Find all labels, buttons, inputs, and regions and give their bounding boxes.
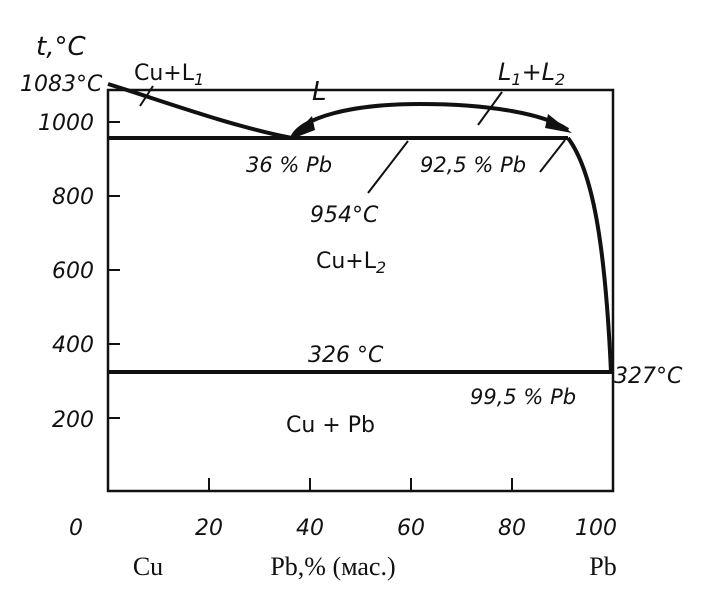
y-tick-label-600: 600	[52, 259, 94, 284]
x-tick-label-60: 60	[397, 516, 425, 541]
eutectic-temperature: 326 °C	[308, 343, 384, 368]
y-tick-label-400: 400	[52, 333, 94, 358]
miscibility-gap-dome	[290, 101, 570, 139]
x-tick-label-100: 100	[575, 516, 617, 541]
leader-954	[367, 140, 409, 194]
region-cu-pb: Cu + Pb	[286, 413, 375, 438]
pb-melting-point-label: 327°C	[614, 364, 683, 389]
region-cu-l2-main: Cu+L	[316, 249, 377, 274]
dome-arrowhead-left	[289, 116, 315, 140]
plot-frame	[106, 88, 615, 493]
x-tick-marks	[208, 478, 513, 491]
y-tick-label-200: 200	[52, 408, 94, 433]
region-cu-l1-main: Cu+L	[134, 61, 195, 86]
y-tick-marks	[108, 121, 120, 419]
region-l1-l2-a-sub: 1	[511, 70, 521, 89]
region-cu-l1: Cu+L1	[134, 61, 204, 89]
region-cu-l2-sub: 2	[376, 258, 386, 277]
x-left-component-label: Cu	[133, 552, 163, 581]
region-l1-l2-a: L	[498, 58, 511, 86]
x-tick-label-20: 20	[195, 516, 223, 541]
region-l1-l2-b-sub: 2	[555, 70, 565, 89]
y-tick-label-800: 800	[52, 185, 94, 210]
leader-lines	[139, 85, 566, 194]
monotectic-left-composition: 36 % Pb	[246, 153, 332, 177]
monotectic-right-composition: 92,5 % Pb	[420, 153, 526, 177]
liquidus-curve	[107, 82, 293, 140]
y-tick-labels: 1000 800 600 400 200	[38, 111, 94, 433]
cu-melting-point-label: 1083°C	[20, 72, 103, 97]
region-liquid: L	[312, 77, 327, 107]
region-l1-l2: L1+L2	[498, 58, 565, 89]
region-cu-l1-sub: 1	[194, 70, 204, 89]
x-tick-label-40: 40	[296, 516, 324, 541]
x-axis-title: Pb,% (мас.)	[270, 552, 395, 581]
pb-rich-liquidus	[566, 136, 613, 373]
eutectic-composition: 99,5 % Pb	[470, 385, 576, 409]
dome-arrowhead-right	[545, 114, 572, 133]
x-tick-label-80: 80	[498, 516, 526, 541]
leader-cu-l1	[139, 85, 154, 107]
leader-l1-l2	[477, 91, 503, 126]
x-right-component-label: Pb	[589, 552, 616, 581]
region-l1-l2-mid: +L	[522, 58, 555, 86]
monotectic-temperature: 954°C	[310, 203, 379, 228]
y-axis-title: t,°C	[36, 32, 86, 62]
leader-92-5	[539, 139, 566, 173]
y-tick-label-1000: 1000	[38, 111, 94, 136]
x-tick-label-0: 0	[69, 516, 83, 541]
x-tick-labels: 0 20 40 60 80 100	[69, 516, 617, 541]
region-cu-l2: Cu+L2	[316, 249, 386, 277]
